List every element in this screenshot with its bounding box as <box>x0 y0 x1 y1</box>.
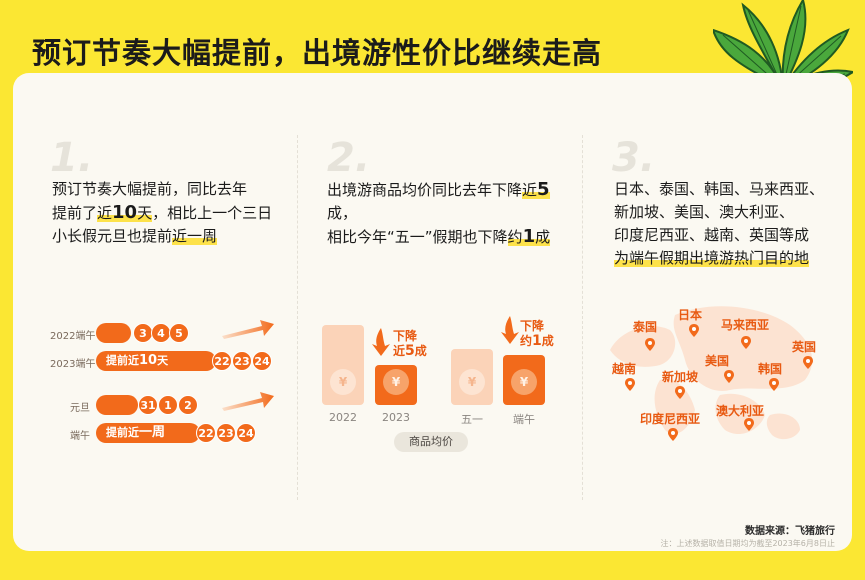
drop-label: 下降 近5成 <box>393 329 427 359</box>
row-label: 2023端午 <box>50 359 96 370</box>
location-pin-icon <box>744 418 754 431</box>
x-tick-label: 端午 <box>513 413 535 426</box>
page-title: 预订节奏大幅提前，出境游性价比继续走高 <box>32 36 603 70</box>
money-bag-icon: ¥ <box>330 369 356 395</box>
source-text: 数据来源：飞猪旅行 <box>745 526 835 537</box>
day-circle: 1 <box>158 395 178 415</box>
text-line: 提前了近10天，相比上一个三日 <box>52 202 273 223</box>
text-line: 新加坡、美国、澳大利亚、 <box>614 203 795 221</box>
chart-bar: ¥ <box>322 325 364 405</box>
location-pin-icon <box>625 378 635 391</box>
day-circle: 5 <box>169 323 189 343</box>
chart-bar: ¥ <box>451 349 493 405</box>
column-divider <box>297 135 298 500</box>
country-label: 日本 <box>678 308 703 322</box>
country-label: 印度尼西亚 <box>640 412 701 426</box>
arrow-down-icon <box>501 316 519 344</box>
section3-text: 日本、泰国、韩国、马来西亚、 新加坡、美国、澳大利亚、 印度尼西亚、越南、英国等… <box>614 178 844 270</box>
section-number: 1. <box>50 135 94 181</box>
country-label: 越南 <box>612 362 637 376</box>
empty-pill <box>96 323 131 343</box>
world-map-icon <box>610 306 813 440</box>
text-line: 为端午假期出境游热门目的地 <box>614 249 810 267</box>
country-label: 韩国 <box>758 362 783 376</box>
day-circle: 31 <box>138 395 158 415</box>
chart-bar: ¥ <box>503 355 545 405</box>
money-bag-icon: ¥ <box>511 369 537 395</box>
advance-pill: 提前近一周 <box>96 423 200 443</box>
day-circle: 23 <box>232 351 252 371</box>
day-circle: 3 <box>133 323 153 343</box>
location-pin-icon <box>724 370 734 383</box>
day-circle: 4 <box>151 323 171 343</box>
country-label: 马来西亚 <box>721 318 770 332</box>
day-circle: 23 <box>216 423 236 443</box>
drop-label: 下降 约1成 <box>520 319 554 349</box>
text-line: 相比今年“五一”假期也下降约1成 <box>327 226 551 247</box>
location-pin-icon <box>689 324 699 337</box>
section-number: 3. <box>612 135 656 181</box>
text-line: 小长假元旦也提前近一周 <box>52 227 218 245</box>
section2-text: 出境游商品均价同比去年下降近5成， 相比今年“五一”假期也下降约1成 <box>327 178 577 249</box>
country-label: 澳大利亚 <box>716 404 765 418</box>
location-pin-icon <box>803 356 813 369</box>
day-circle: 24 <box>236 423 256 443</box>
day-circle: 22 <box>212 351 232 371</box>
location-pin-icon <box>668 428 678 441</box>
x-tick-label: 五一 <box>461 413 483 426</box>
arrow-right-icon <box>222 392 274 411</box>
location-pin-icon <box>769 378 779 391</box>
text-line: 印度尼西亚、越南、英国等成 <box>614 226 810 244</box>
x-tick-label: 2023 <box>382 411 410 424</box>
day-circle: 24 <box>252 351 272 371</box>
day-circle: 2 <box>178 395 198 415</box>
advance-pill: 提前近10天 <box>96 351 216 371</box>
country-label: 新加坡 <box>662 370 699 384</box>
country-label: 泰国 <box>633 320 658 334</box>
money-bag-icon: ¥ <box>459 369 485 395</box>
row-label: 端午 <box>70 431 90 442</box>
text-line: 日本、泰国、韩国、马来西亚、 <box>614 180 825 198</box>
legend-pill: 商品均价 <box>394 432 468 452</box>
empty-pill <box>96 395 138 415</box>
section-number: 2. <box>327 135 371 181</box>
arrow-down-icon <box>372 328 390 356</box>
row-label: 2022端午 <box>50 331 96 342</box>
text-line: 出境游商品均价同比去年下降近5成， <box>327 179 550 222</box>
section1-text: 预订节奏大幅提前，同比去年 提前了近10天，相比上一个三日 小长假元旦也提前近一… <box>52 178 292 248</box>
note-text: 注：上述数据取值日期均为截至2023年6月8日止 <box>660 539 835 548</box>
location-pin-icon <box>675 386 685 399</box>
row-label: 元旦 <box>70 403 90 414</box>
text-line: 预订节奏大幅提前，同比去年 <box>52 180 248 198</box>
arrow-right-icon <box>222 320 274 339</box>
x-tick-label: 2022 <box>329 411 357 424</box>
location-pin-icon <box>741 336 751 349</box>
location-pin-icon <box>645 338 655 351</box>
country-label: 英国 <box>792 340 817 354</box>
column-divider <box>582 135 583 500</box>
day-circle: 22 <box>196 423 216 443</box>
chart-bar: ¥ <box>375 365 417 405</box>
money-bag-icon: ¥ <box>383 369 409 395</box>
country-label: 美国 <box>705 354 730 368</box>
